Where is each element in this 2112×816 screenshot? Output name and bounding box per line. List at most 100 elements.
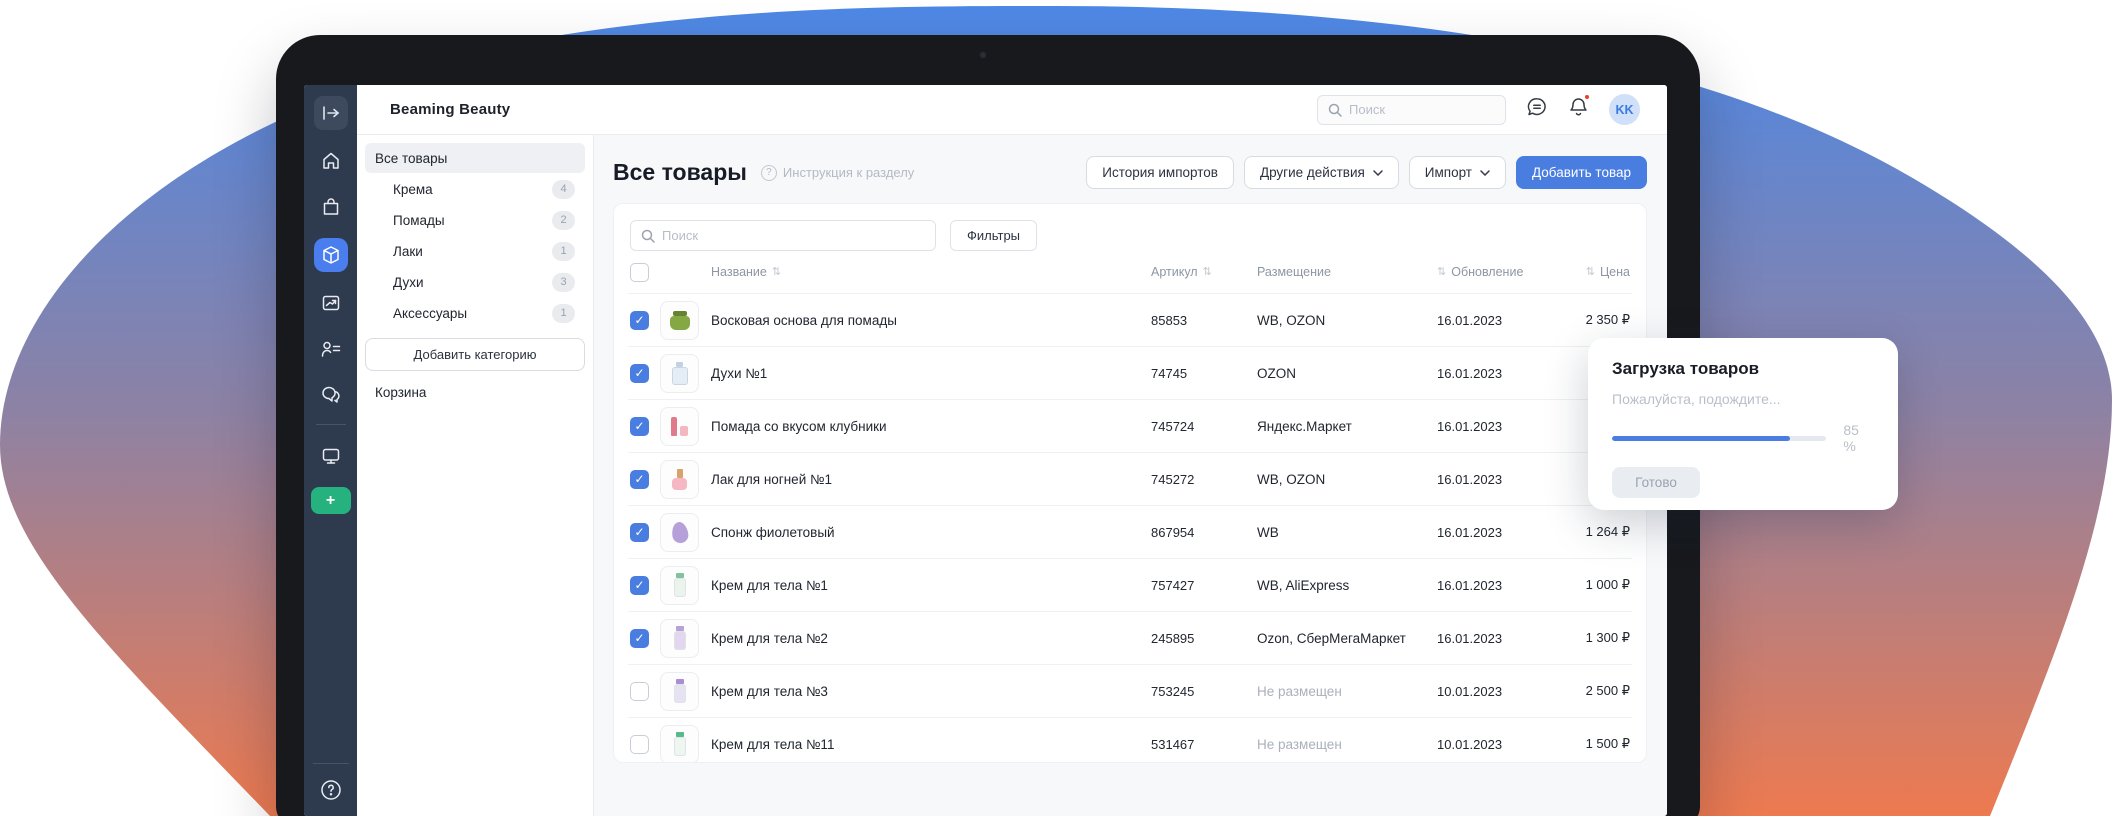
table-row[interactable]: ✓ Восковая основа для помады 85853 WB, OZON… bbox=[628, 293, 1632, 346]
category-item[interactable]: Крема 4 bbox=[365, 174, 585, 204]
category-label: Лаки bbox=[393, 243, 423, 259]
table-row[interactable]: ✓ Духи №1 74745 OZON 16.01.2023 bbox=[628, 346, 1632, 399]
product-sku: 245895 bbox=[1151, 630, 1195, 646]
table-row[interactable]: Крем для тела №3 753245 Не размещен 10.01.2… bbox=[628, 664, 1632, 717]
notifications-icon[interactable] bbox=[1568, 93, 1591, 123]
main-panel: Все товары ? Инструкция к разделу Истори… bbox=[594, 135, 1667, 816]
plus-button[interactable]: + bbox=[310, 487, 351, 514]
column-sku[interactable]: Артикул ⇅ bbox=[1151, 265, 1212, 279]
category-item[interactable]: Духи 3 bbox=[365, 267, 585, 297]
row-checkbox[interactable] bbox=[630, 734, 649, 754]
product-placement: Не размещен bbox=[1257, 736, 1342, 752]
table-search[interactable] bbox=[630, 220, 936, 251]
product-placement: WB, AliExpress bbox=[1257, 577, 1350, 593]
product-price: 1 500 ₽ bbox=[1585, 736, 1630, 751]
monitor-icon[interactable] bbox=[316, 441, 346, 471]
section-instruction-link[interactable]: ? Инструкция к разделу bbox=[760, 164, 914, 181]
column-name[interactable]: Название ⇅ bbox=[711, 265, 782, 279]
table-row[interactable]: ✓ Крем для тела №1 757427 WB, AliExpress 16.… bbox=[628, 558, 1632, 611]
row-checkbox[interactable]: ✓ bbox=[630, 363, 649, 383]
row-checkbox[interactable]: ✓ bbox=[630, 469, 649, 489]
import-history-button[interactable]: История импортов bbox=[1086, 156, 1234, 189]
product-updated: 16.01.2023 bbox=[1437, 365, 1503, 381]
rail-divider bbox=[315, 424, 346, 425]
trash-link[interactable]: Корзина bbox=[375, 385, 427, 400]
product-thumbnail bbox=[660, 406, 699, 446]
category-label: Духи bbox=[393, 274, 424, 290]
row-checkbox[interactable]: ✓ bbox=[630, 310, 649, 330]
product-image bbox=[671, 361, 688, 385]
category-count-badge: 2 bbox=[552, 210, 575, 230]
chevron-down-icon bbox=[1373, 169, 1383, 176]
product-updated: 10.01.2023 bbox=[1437, 736, 1503, 752]
toast-subtitle: Пожалуйста, подождите... bbox=[1612, 391, 1781, 407]
row-checkbox[interactable]: ✓ bbox=[630, 416, 649, 436]
product-placement: OZON bbox=[1257, 365, 1296, 381]
table-row[interactable]: ✓ Крем для тела №2 245895 Ozon, СберМегаМар… bbox=[628, 611, 1632, 664]
select-all-checkbox[interactable] bbox=[630, 262, 649, 282]
column-placement[interactable]: Размещение bbox=[1257, 265, 1331, 279]
product-price: 1 300 ₽ bbox=[1585, 630, 1630, 645]
product-price: 2 350 ₽ bbox=[1585, 312, 1630, 327]
shopping-bag-icon[interactable] bbox=[316, 192, 346, 222]
category-label: Все товары bbox=[375, 150, 448, 166]
sidebar-collapse-button[interactable] bbox=[313, 96, 348, 130]
column-updated[interactable]: ⇅ Обновление bbox=[1437, 265, 1524, 279]
table-row[interactable]: ✓ Лак для ногней №1 745272 WB, OZON 16.01.20… bbox=[628, 452, 1632, 505]
product-updated: 16.01.2023 bbox=[1437, 471, 1503, 487]
table-row[interactable]: ✓ Спонж фиолетовый 867954 WB 16.01.2023 1 264… bbox=[628, 505, 1632, 558]
package-icon[interactable] bbox=[313, 238, 348, 272]
home-icon[interactable] bbox=[316, 146, 346, 176]
product-updated: 16.01.2023 bbox=[1437, 418, 1503, 434]
add-product-button[interactable]: Добавить товар bbox=[1516, 156, 1647, 189]
product-name: Крем для тела №1 bbox=[711, 577, 828, 593]
product-name: Крем для тела №2 bbox=[711, 630, 828, 646]
product-updated: 16.01.2023 bbox=[1437, 524, 1503, 540]
global-search-input[interactable] bbox=[1349, 102, 1479, 117]
notification-badge bbox=[1583, 93, 1591, 101]
table-row[interactable]: ✓ Помада со вкусом клубники 745724 Яндекс.М… bbox=[628, 399, 1632, 452]
category-item[interactable]: Все товары bbox=[365, 143, 585, 173]
product-thumbnail bbox=[660, 618, 699, 658]
users-icon[interactable] bbox=[316, 334, 346, 364]
column-price[interactable]: ⇅ Цена bbox=[1585, 265, 1630, 279]
product-updated: 10.01.2023 bbox=[1437, 683, 1503, 699]
chart-icon[interactable] bbox=[316, 288, 346, 318]
filters-button[interactable]: Фильтры bbox=[950, 220, 1038, 251]
other-actions-button[interactable]: Другие действия bbox=[1243, 156, 1399, 189]
global-search[interactable] bbox=[1317, 94, 1506, 125]
progress-percent: 85 % bbox=[1843, 422, 1859, 454]
row-checkbox[interactable]: ✓ bbox=[630, 628, 649, 648]
category-item[interactable]: Аксессуары 1 bbox=[365, 298, 585, 328]
toast-title: Загрузка товаров bbox=[1612, 359, 1760, 378]
help-icon[interactable] bbox=[319, 778, 343, 802]
chat-icon[interactable] bbox=[316, 380, 346, 410]
avatar[interactable]: KK bbox=[1609, 94, 1640, 125]
category-label: Помады bbox=[393, 212, 445, 228]
category-item[interactable]: Помады 2 bbox=[365, 205, 585, 235]
category-item[interactable]: Лаки 1 bbox=[365, 236, 585, 266]
product-image bbox=[672, 468, 687, 490]
row-checkbox[interactable]: ✓ bbox=[630, 522, 649, 542]
sort-icon: ⇅ bbox=[1202, 265, 1212, 278]
product-sku: 753245 bbox=[1151, 683, 1195, 699]
done-button[interactable]: Готово bbox=[1612, 467, 1700, 498]
product-placement: WB, OZON bbox=[1257, 312, 1326, 328]
product-name: Лак для ногней №1 bbox=[711, 471, 832, 487]
add-category-button[interactable]: Добавить категорию bbox=[365, 338, 585, 371]
icon-rail: + bbox=[304, 85, 357, 816]
row-checkbox[interactable] bbox=[630, 681, 649, 701]
product-image bbox=[673, 679, 686, 703]
page-title: Все товары bbox=[613, 159, 747, 185]
product-thumbnail bbox=[660, 459, 699, 499]
messages-icon[interactable] bbox=[1526, 96, 1548, 123]
table-search-input[interactable] bbox=[662, 228, 912, 243]
product-price: 1 264 ₽ bbox=[1585, 524, 1630, 539]
product-image bbox=[673, 732, 686, 756]
row-checkbox[interactable]: ✓ bbox=[630, 575, 649, 595]
question-icon: ? bbox=[760, 164, 777, 181]
table-row[interactable]: Крем для тела №11 531467 Не размещен 10.01.… bbox=[628, 717, 1632, 762]
product-placement: Не размещен bbox=[1257, 683, 1342, 699]
import-button[interactable]: Импорт bbox=[1408, 156, 1506, 189]
webcam-dot bbox=[979, 51, 987, 59]
